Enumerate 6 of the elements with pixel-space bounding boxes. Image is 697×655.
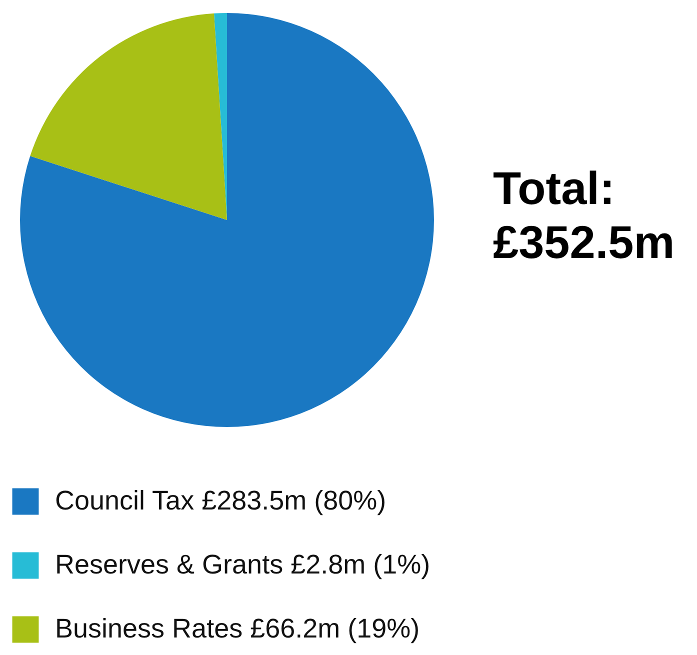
legend-label: Business Rates £66.2m (19%)	[55, 614, 420, 644]
pie-slice	[20, 13, 434, 427]
pie-slice	[30, 13, 227, 220]
legend-label: Reserves & Grants £2.8m (1%)	[55, 550, 430, 580]
legend-label: Council Tax £283.5m (80%)	[55, 486, 386, 516]
text: Total: £352.5m	[493, 162, 675, 268]
